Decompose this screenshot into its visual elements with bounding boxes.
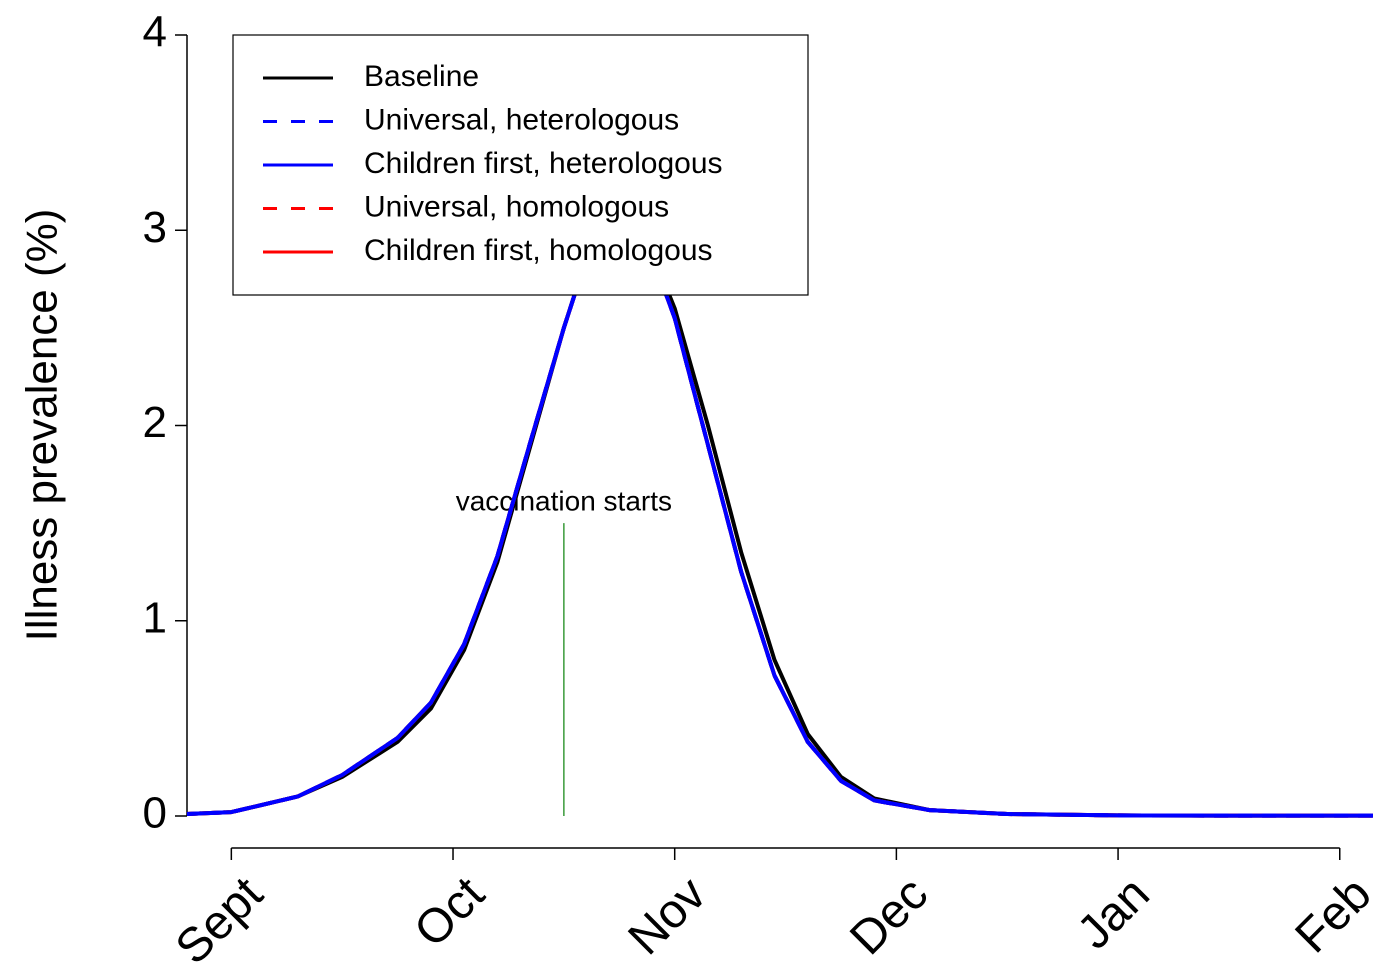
x-tick-label: Nov <box>619 867 717 965</box>
series-line <box>186 228 1373 818</box>
x-tick-label: Sept <box>166 867 273 974</box>
y-tick-label: 4 <box>143 8 167 57</box>
legend-label: Children first, homologous <box>364 234 713 267</box>
legend-label: Universal, homologous <box>364 190 669 223</box>
series-line <box>186 228 1373 818</box>
y-axis-label: Illness prevalence (%) <box>18 209 67 642</box>
y-tick-label: 1 <box>143 593 167 642</box>
y-tick-label: 3 <box>143 203 167 252</box>
x-tick-label: Jan <box>1068 867 1160 959</box>
y-tick-label: 0 <box>143 789 167 838</box>
series-line <box>186 228 1373 818</box>
y-tick-label: 2 <box>143 398 167 447</box>
legend-label: Baseline <box>364 60 479 93</box>
x-tick-label: Feb <box>1286 867 1373 963</box>
annotation-label: vaccination starts <box>456 486 672 517</box>
x-tick-label: Dec <box>840 867 938 965</box>
series-line <box>186 228 1373 818</box>
series-line <box>186 228 1373 818</box>
x-tick-label: Oct <box>404 867 494 957</box>
legend-label: Universal, heterologous <box>364 103 679 136</box>
legend-label: Children first, heterologous <box>364 147 723 180</box>
